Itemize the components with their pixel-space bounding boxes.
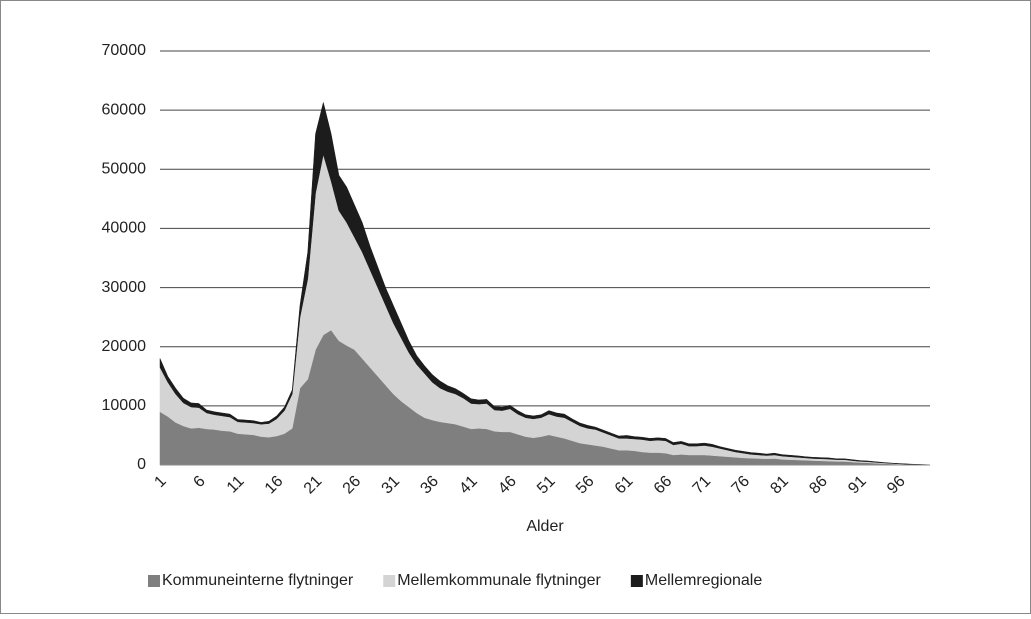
y-tick-label: 30000 <box>102 279 147 296</box>
legend-swatch <box>148 575 160 587</box>
y-tick-label: 70000 <box>102 42 147 59</box>
legend-swatch <box>630 575 643 587</box>
y-tick-label: 20000 <box>102 338 147 355</box>
y-tick-label: 40000 <box>102 220 147 237</box>
y-tick-label: 50000 <box>102 161 147 178</box>
x-axis-label: Alder <box>526 518 564 535</box>
y-tick-label: 60000 <box>102 101 147 118</box>
y-tick-label: 0 <box>137 456 146 473</box>
legend-label: Mellemkommunale flytninger <box>397 572 601 589</box>
y-tick-label: 10000 <box>102 397 147 414</box>
legend-label: Mellemregionale <box>645 572 762 589</box>
legend-swatch <box>383 575 396 587</box>
legend-label: Kommuneinterne flytninger <box>162 572 354 589</box>
